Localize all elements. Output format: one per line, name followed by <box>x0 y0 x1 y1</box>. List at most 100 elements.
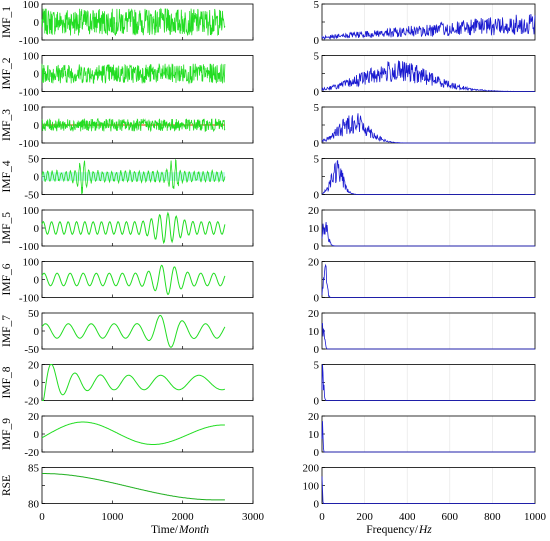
time-panel-imf-2: IMF_2 100 0 -100 <box>1 51 254 99</box>
x-tick-label-time: 1000 <box>101 511 124 523</box>
y-axis-label: IMF_5 <box>1 212 13 244</box>
y-tick-label: 80 <box>28 499 40 511</box>
y-tick-label: 0 <box>314 447 320 459</box>
y-tick-label: 0 <box>314 293 320 305</box>
y-tick-label: 5 <box>314 0 320 11</box>
y-tick-label: 0 <box>34 69 40 81</box>
time-panel-imf-7: IMF_7 50 0 -50 <box>1 308 254 356</box>
y-axis-label: IMF_3 <box>1 109 13 141</box>
x-tick-label-frequency: 400 <box>399 511 416 523</box>
y-tick-label: 0 <box>314 87 320 99</box>
time-panel-imf-4: IMF_4 50 0 -50 <box>1 154 254 202</box>
y-tick-label: -20 <box>24 447 39 459</box>
panel-frame <box>321 415 536 453</box>
y-tick-label: 5 <box>314 360 320 372</box>
panel-frame <box>41 467 254 504</box>
imf-signal-line <box>42 364 226 401</box>
x-tick-label-frequency: 0 <box>319 511 325 523</box>
time-panel-imf-5: IMF_5 100 0 -100 <box>1 205 254 253</box>
x-axis-label-time: Time/ Month <box>151 524 209 536</box>
imf-signal-line <box>41 7 226 37</box>
spectrum-line <box>321 113 535 144</box>
y-tick-label: 100 <box>23 51 40 63</box>
y-tick-label: -50 <box>24 190 39 202</box>
y-axis-label: IMF_8 <box>1 366 13 398</box>
y-tick-label: 0 <box>34 429 40 441</box>
y-tick-label: 10 <box>308 326 320 338</box>
x-tick-label-time: 2000 <box>172 511 195 523</box>
y-tick-label: 0 <box>34 120 40 132</box>
y-tick-label: 0 <box>314 35 320 47</box>
panel-frame <box>41 364 254 401</box>
imf-signal-line <box>41 264 226 296</box>
y-tick-label: 0 <box>314 344 320 356</box>
y-tick-label: 100 <box>303 481 320 493</box>
y-tick-label: 0 <box>314 138 320 150</box>
time-panel-imf-8: IMF_8 20 0 -20 <box>1 360 254 408</box>
panel-frame <box>41 209 254 247</box>
y-tick-label: 50 <box>28 154 40 166</box>
y-tick-label: 100 <box>23 257 40 269</box>
spectrum-line <box>321 60 535 92</box>
y-tick-label: 200 <box>303 463 320 475</box>
imf-signal-line <box>41 158 226 195</box>
y-tick-label: 0 <box>314 499 320 511</box>
panel-frame <box>321 467 536 504</box>
y-tick-label: 20 <box>28 360 40 372</box>
y-tick-label: 5 <box>314 51 320 63</box>
y-tick-label: 0 <box>34 326 40 338</box>
y-tick-label: -100 <box>19 241 40 253</box>
y-tick-label: 0 <box>34 172 40 184</box>
panel-frame <box>41 415 254 453</box>
y-tick-label: 20 <box>308 411 320 423</box>
imf-signal-line <box>41 63 226 85</box>
y-tick-label: 20 <box>308 257 320 269</box>
x-tick-label-time: 3000 <box>242 511 265 523</box>
y-tick-label: -50 <box>24 344 39 356</box>
y-axis-label: IMF_1 <box>1 6 13 38</box>
y-tick-label: -100 <box>19 35 40 47</box>
imf-signal-line <box>41 117 226 133</box>
spectrum-panel-9: 20 10 0 <box>308 411 536 459</box>
y-axis-label: IMF_9 <box>1 418 13 450</box>
spectrum-panel-5: 20 10 0 <box>308 205 536 253</box>
spectrum-panel-3: 50 <box>314 102 536 150</box>
y-tick-label: -20 <box>24 396 39 408</box>
spectrum-line <box>321 421 535 453</box>
y-tick-label: 100 <box>23 205 40 217</box>
y-axis-label: IMF_4 <box>1 160 13 192</box>
time-panel-imf-3: IMF_3 100 0 -100 <box>1 102 254 150</box>
frequency-axis-label: Frequency/ <box>366 524 419 536</box>
x-tick-label-frequency: 1000 <box>524 511 547 523</box>
spectrum-panel-8: 50 <box>314 360 536 408</box>
y-tick-label: 0 <box>314 190 320 202</box>
x-axis-label-frequency: Frequency/ Hz <box>366 524 432 536</box>
y-tick-label: -100 <box>19 293 40 305</box>
imf-signal-line <box>41 314 226 348</box>
panel-frame <box>321 158 536 195</box>
time-axis-label: Time/ <box>151 524 179 536</box>
spectrum-line <box>321 13 536 40</box>
x-tick-label-time: 0 <box>39 511 45 523</box>
y-tick-label: -100 <box>19 138 40 150</box>
y-axis-label: IMF_7 <box>1 315 13 347</box>
y-tick-label: 20 <box>308 308 320 320</box>
frequency-axis-unit: Hz <box>418 524 432 536</box>
spectrum-panel-1: 50 <box>314 0 536 47</box>
panel-frame <box>321 55 536 92</box>
spectrum-line <box>321 323 535 350</box>
y-tick-label: 0 <box>314 241 320 253</box>
y-tick-label: 100 <box>23 102 40 114</box>
y-axis-label: RSE <box>1 475 13 496</box>
y-tick-label: 10 <box>308 223 320 235</box>
y-tick-label: 0 <box>314 396 320 408</box>
x-tick-label-frequency: 800 <box>484 511 501 523</box>
time-domain-column: IMF_11000-100IMF_21000-100IMF_31000-100I… <box>1 0 265 523</box>
y-tick-label: 0 <box>34 17 40 29</box>
x-tick-label-frequency: 600 <box>442 511 459 523</box>
spectrum-panel-10: 200 100 0 <box>303 463 536 511</box>
y-tick-label: 0 <box>34 275 40 287</box>
panel-frame <box>321 261 536 298</box>
